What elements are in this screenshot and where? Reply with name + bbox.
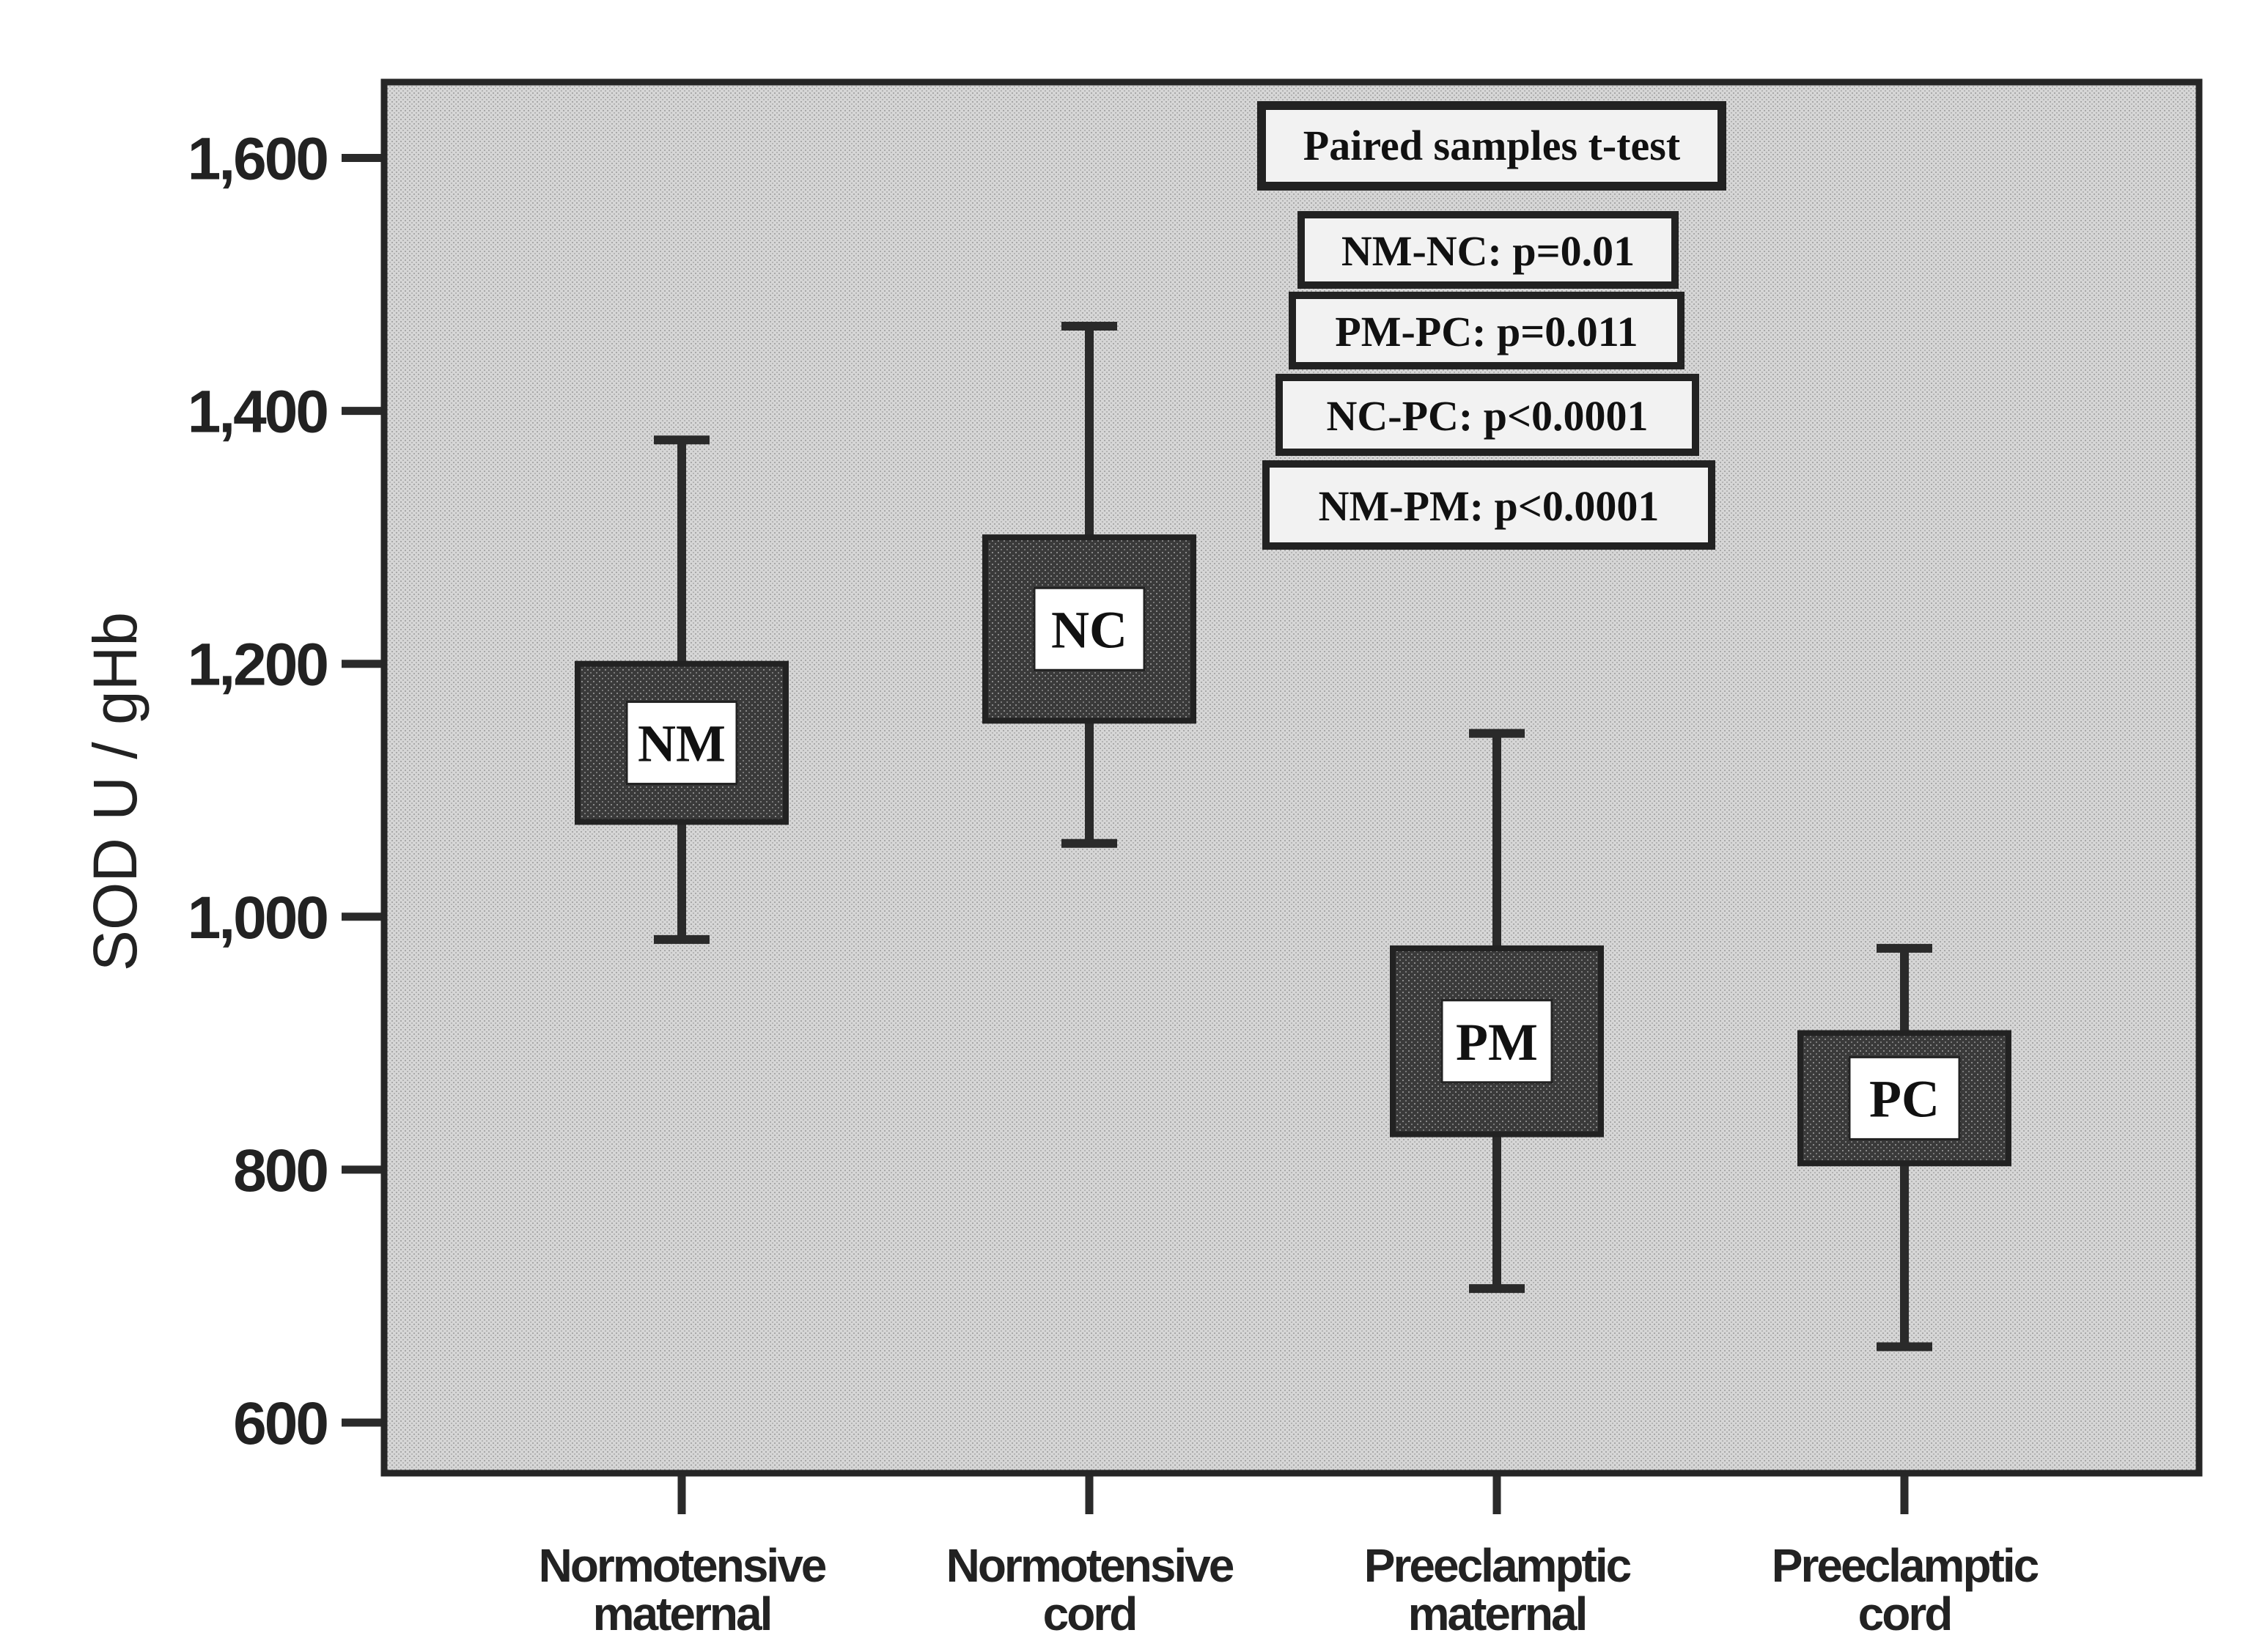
comparison-box [1283,381,1692,449]
comparison-box [1270,468,1708,542]
box-label-background [1848,1055,1961,1140]
category-label-line2: maternal [593,1588,771,1640]
category-label-line1: Preeclamptic [1772,1539,2039,1592]
y-tick-label: 1,600 [188,126,328,193]
plot-frame [380,78,2203,1477]
plot-layer: 6008001,0001,2001,4001,600Normotensivema… [81,78,2203,1640]
category-label-line2: cord [1043,1588,1136,1640]
annotation-title-box [1266,110,1717,182]
category-label-line2: maternal [1408,1588,1586,1640]
box-label: NC [1051,600,1127,659]
category-label-line1: Preeclamptic [1364,1539,1631,1592]
comparison-text: PM-PC: p=0.011 [1335,308,1638,355]
comparison-text: NM-PM: p<0.0001 [1319,482,1660,530]
y-tick-label: 800 [233,1137,327,1204]
comparison-text: NM-NC: p=0.01 [1341,227,1635,275]
box-label-background [625,701,738,786]
box-label: PC [1869,1069,1940,1128]
comparison-box [1305,218,1671,281]
comparison-text: NC-PC: p<0.0001 [1326,392,1648,440]
box-label-background [1033,586,1146,671]
y-tick-label: 1,200 [188,632,328,698]
y-tick-label: 1,400 [188,379,328,446]
box-label-background [1440,999,1553,1084]
category-label-line1: Normotensive [539,1539,826,1592]
category-label-line1: Normotensive [946,1539,1234,1592]
y-tick-label: 1,000 [188,885,328,951]
box-label: NM [638,715,726,773]
box-label: PM [1456,1013,1538,1072]
comparison-box [1296,299,1677,362]
annotation-title: Paired samples t-test [1303,122,1681,169]
category-label-line2: cord [1858,1588,1951,1640]
box-body [575,660,789,825]
y-tick-label: 600 [233,1390,327,1457]
y-axis-label: SOD U / gHb [81,612,150,971]
